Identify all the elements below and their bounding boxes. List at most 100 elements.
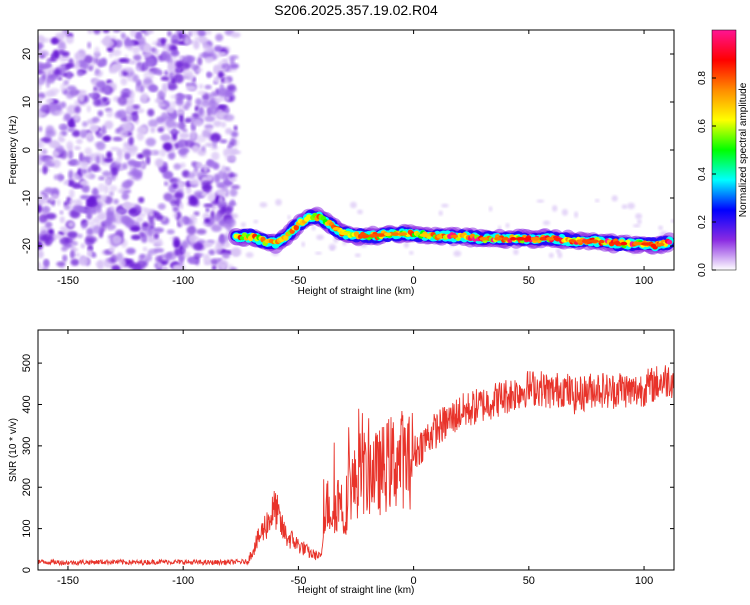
noise-blob (121, 180, 132, 189)
noise-blob (141, 148, 152, 158)
noise-blob (54, 110, 65, 116)
track-core (510, 237, 517, 241)
noise-blob (57, 41, 67, 52)
noise-blob (225, 154, 236, 163)
noise-blob (43, 259, 49, 267)
noise-blob (223, 114, 235, 122)
noise-blob (191, 113, 200, 118)
noise-blob (176, 109, 185, 115)
noise-blob (128, 136, 134, 146)
noise-blob (137, 36, 146, 45)
y-tick-label: 100 (21, 519, 33, 537)
noise-blob (219, 51, 227, 56)
noise-blob (121, 192, 130, 201)
noise-blob (198, 106, 204, 116)
noise-blob (204, 124, 214, 130)
noise-blob (172, 212, 178, 218)
noise-blob (122, 66, 134, 73)
noise-blob (145, 156, 151, 165)
noise-blob (212, 138, 218, 149)
noise-blob (66, 63, 75, 68)
noise-blob (114, 157, 122, 165)
noise-blob (224, 206, 232, 216)
noise-blob (95, 261, 103, 267)
noise-blob (79, 194, 90, 200)
noise-blob (62, 254, 68, 262)
noise-blob (41, 37, 52, 43)
noise-blob (199, 53, 207, 58)
noise-blob (144, 226, 154, 237)
noise-blob (357, 209, 363, 215)
noise-blob (94, 46, 100, 56)
noise-blob (53, 174, 61, 181)
noise-blob (438, 210, 443, 216)
spectrogram-y-axis-label: Frequency (Hz) (8, 116, 19, 185)
noise-blob (45, 221, 53, 229)
noise-blob (147, 30, 154, 34)
noise-blob (178, 147, 187, 156)
noise-blob (86, 105, 91, 113)
chart-title: S206.2025.357.19.02.R04 (274, 2, 438, 18)
noise-blob (159, 149, 167, 157)
noise-blob (90, 92, 99, 100)
noise-blob (106, 110, 114, 118)
noise-blob (224, 91, 232, 96)
noise-blob (557, 251, 563, 259)
track-core (581, 239, 592, 243)
noise-blob (221, 252, 231, 259)
noise-blob (203, 203, 213, 208)
track-core (368, 234, 378, 238)
x-tick-label: 0 (411, 275, 417, 287)
spectrogram-y-ticks: -20 -10 0 10 20 (21, 48, 674, 254)
noise-blob (201, 242, 213, 248)
colorbar-tick-label: 0.8 (697, 71, 708, 85)
noise-blob (139, 253, 147, 260)
noise-blob (223, 78, 230, 84)
noise-blob (79, 129, 88, 139)
noise-blob (186, 172, 196, 179)
noise-blob (49, 67, 55, 75)
noise-blob (67, 118, 75, 127)
noise-blob (66, 71, 72, 80)
noise-blob (221, 64, 227, 69)
noise-blob (73, 113, 81, 122)
noise-blob (97, 87, 103, 93)
noise-blob (83, 55, 94, 64)
noise-blob (157, 103, 167, 108)
noise-blob (148, 84, 158, 92)
colorbar-label: Normalized spectral amplitude (738, 82, 749, 217)
noise-blob (658, 225, 663, 230)
track-core (419, 233, 431, 237)
noise-blob (200, 36, 209, 43)
track-core (502, 237, 509, 241)
noise-blob (60, 30, 67, 38)
noise-blob (110, 146, 120, 151)
noise-blob (38, 83, 42, 92)
noise-blob (119, 68, 124, 78)
noise-blob (611, 195, 618, 202)
noise-blob (67, 127, 76, 132)
noise-blob (595, 199, 600, 203)
noise-blob (82, 121, 88, 127)
noise-blob (229, 137, 237, 147)
noise-blob (202, 92, 210, 102)
noise-blob (162, 162, 168, 167)
noise-blob (120, 32, 126, 39)
noise-blob (112, 136, 123, 142)
noise-blob (150, 47, 157, 53)
noise-blob (505, 223, 510, 228)
noise-blob (67, 179, 75, 187)
y-tick-label: 10 (21, 96, 33, 108)
noise-blob (104, 178, 112, 185)
noise-blob (139, 231, 145, 238)
noise-blob (119, 129, 129, 139)
noise-blob (60, 237, 71, 245)
noise-blob (143, 77, 153, 85)
noise-blob (179, 202, 184, 210)
noise-blob (71, 159, 81, 166)
noise-blob (96, 213, 107, 221)
noise-blob (349, 201, 357, 209)
track-core (539, 237, 546, 241)
noise-blob (52, 150, 59, 158)
noise-blob (196, 161, 202, 169)
